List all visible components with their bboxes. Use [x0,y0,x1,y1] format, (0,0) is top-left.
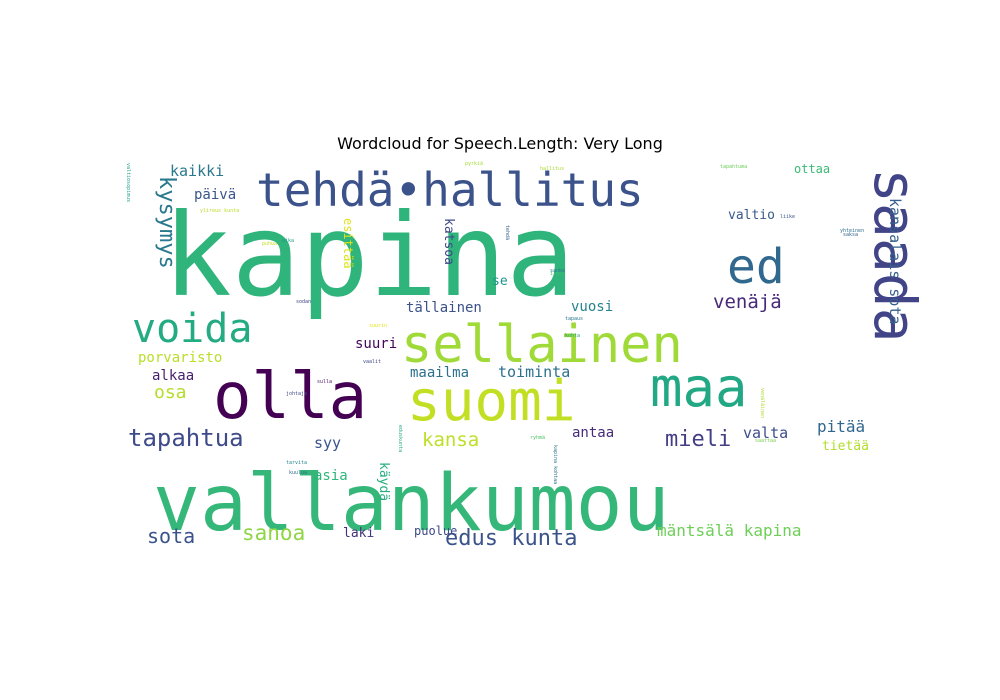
word-8: tehdä•hallitus [256,163,644,217]
word-66: kuulua [289,470,307,476]
word-16: sanoa [242,521,305,545]
word-53: aika [282,238,294,244]
word-25: esittää [341,218,355,269]
word-61: tapaus [565,316,583,322]
word-69: venäläinen [759,388,765,418]
word-41: käydä [376,462,391,501]
word-17: sota [147,524,195,548]
word-67: tarvita [286,460,307,466]
word-44: puolue [414,524,457,538]
word-28: tällainen [406,300,482,316]
word-30: suuri [355,336,397,352]
word-3: olla [213,360,367,434]
word-27: se [492,274,508,289]
word-14: edus kunta [445,526,577,551]
word-42: ottaa [794,162,830,176]
word-18: venäjä [713,291,782,313]
word-59: suurin [369,323,387,329]
chart-title: Wordcloud for Speech.Length: Very Long [337,134,663,153]
word-2: kapina [163,189,575,322]
word-15: kansa [422,429,479,451]
word-58: ilmio [550,271,565,277]
word-32: alkaa [152,368,194,384]
word-38: pitää [817,417,865,436]
word-48: yhteinen [840,228,864,234]
word-35: syy [314,434,341,452]
word-31: porvaristo [138,350,222,366]
word-1: vallankumou [153,459,670,549]
word-34: toiminta [498,363,570,381]
word-4: sellainen [401,315,683,375]
word-64: pyrkiä [465,161,483,167]
word-22: kaikki [170,162,224,180]
word-46: valtiosopimus [125,163,131,202]
word-26: katsoa [441,218,456,265]
word-36: antaa [572,425,614,441]
word-29: vuosi [571,299,613,315]
word-20: kansalais sota [886,198,904,324]
word-7: suomi [407,369,576,434]
word-63: ryhmä [530,435,545,441]
word-50: eduskunta [397,425,403,452]
word-57: kapina kohtaa [552,445,558,484]
word-6: maa [650,356,748,419]
word-19: osa [154,382,187,403]
word-10: ed [727,239,785,295]
word-37: valta [743,424,788,442]
word-12: tapahtua [128,424,244,452]
word-56: sanka [550,268,565,274]
word-52: sodan [296,299,311,305]
word-70: liike [780,214,795,220]
word-45: ylireus kunta [200,208,239,214]
word-24: valtio [728,208,775,223]
word-68: saattaa [755,438,776,444]
word-33: maailma [410,365,469,381]
word-39: tietää [822,439,869,454]
word-43: laki [343,526,374,541]
word-11: kysymys [154,176,179,269]
word-54: puhua [262,241,277,247]
word-21: mäntsälä kapina [657,521,802,540]
word-13: mieli [665,427,731,452]
word-40: asia [314,468,348,484]
word-9: voida [132,306,252,352]
word-65: vaalit [363,359,381,365]
word-5: saada [861,168,929,343]
word-55: tehdä [504,225,510,240]
word-23: päivä [194,187,236,203]
word-60: sulla [317,379,332,385]
word-51: hallitus [540,166,564,172]
word-47: tapahtuma [720,164,747,170]
word-71: saksa [843,232,858,238]
word-49: johtaja [286,391,307,397]
word-62: kohta [565,333,580,339]
